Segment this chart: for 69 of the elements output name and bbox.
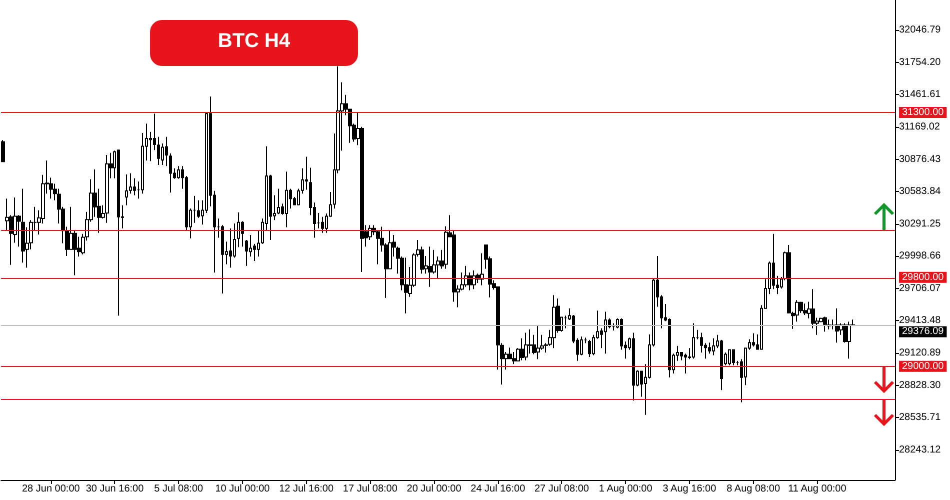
ref-line-label: 29376.09 <box>902 326 944 338</box>
candlestick <box>604 311 607 354</box>
candlestick <box>428 246 432 288</box>
y-tick-label: 32046.79 <box>899 24 942 36</box>
candlestick <box>720 339 723 391</box>
candlestick <box>105 154 109 224</box>
x-tick-label: 20 Jul 00:00 <box>406 484 462 494</box>
candlestick <box>321 216 324 234</box>
candlestick <box>835 308 839 344</box>
ref-line-label: 29000.00 <box>902 360 944 372</box>
y-tick-label: 28243.12 <box>899 444 942 456</box>
candlestick <box>229 228 232 268</box>
candlestick <box>728 349 731 366</box>
candlestick <box>237 212 240 248</box>
x-tick-label: 5 Jul 08:00 <box>154 484 204 494</box>
candlestick <box>472 270 476 290</box>
candlestick <box>612 322 615 331</box>
text: BTC H4 <box>218 30 291 52</box>
x-tick-label: 1 Aug 00:00 <box>598 484 653 494</box>
y-tick-label: 31169.02 <box>899 122 940 133</box>
y-tick-label: 29120.89 <box>899 348 942 359</box>
candlestick <box>632 332 635 402</box>
x-tick-label: 27 Jul 08:00 <box>534 484 590 494</box>
candlestick <box>732 348 735 366</box>
candlestick <box>305 156 308 190</box>
ref-line-label: 29800.00 <box>902 272 944 283</box>
candlestick <box>847 321 851 360</box>
candlestick <box>712 338 715 356</box>
candlestick <box>823 316 827 332</box>
candlestick <box>165 136 168 167</box>
y-tick-label: 28535.71 <box>899 412 942 424</box>
candlestick <box>125 174 128 206</box>
candlestick <box>552 294 556 349</box>
candlestick <box>588 339 591 358</box>
candlestick <box>752 332 755 347</box>
candlestick <box>480 252 484 286</box>
x-tick-label: 11 Aug 00:00 <box>788 484 847 494</box>
candlestick <box>464 265 468 288</box>
y-tick-label: 29998.66 <box>899 250 942 262</box>
y-tick-label: 31461.61 <box>899 89 942 100</box>
y-tick-label: 28828.30 <box>899 380 942 391</box>
y-tick-label: 30876.43 <box>899 154 942 165</box>
candlestick <box>524 332 528 361</box>
y-tick-label: 30583.84 <box>899 186 942 198</box>
y-tick-label: 29706.07 <box>899 282 942 294</box>
ref-line-label: 31300.00 <box>902 107 944 118</box>
candlestick <box>772 233 775 290</box>
candlestick <box>21 188 25 264</box>
x-tick-label: 24 Jul 16:00 <box>470 484 526 494</box>
y-tick-label: 29413.48 <box>899 315 942 326</box>
x-tick-label: 12 Jul 16:00 <box>279 484 334 494</box>
x-tick-label: 3 Aug 16:00 <box>662 484 717 494</box>
candlestick <box>803 302 807 316</box>
x-tick-label: 28 Jun 00:00 <box>22 484 80 494</box>
candlestick <box>404 257 408 314</box>
y-tick-label: 31754.20 <box>899 56 942 68</box>
x-tick-label: 17 Jul 08:00 <box>342 484 398 494</box>
candlestick <box>708 342 711 354</box>
x-tick-label: 30 Jun 16:00 <box>86 484 144 494</box>
x-tick-label: 10 Jul 00:00 <box>215 484 270 494</box>
candlestick <box>285 171 288 228</box>
candlestick <box>692 322 695 360</box>
y-tick-label: 30291.25 <box>899 218 942 230</box>
candlestick <box>1 140 5 162</box>
candlestick <box>512 352 516 365</box>
candlestick <box>169 152 172 194</box>
candlestick <box>117 149 120 316</box>
x-tick-label: 8 Aug 08:00 <box>726 484 780 494</box>
candlestick <box>536 324 540 360</box>
